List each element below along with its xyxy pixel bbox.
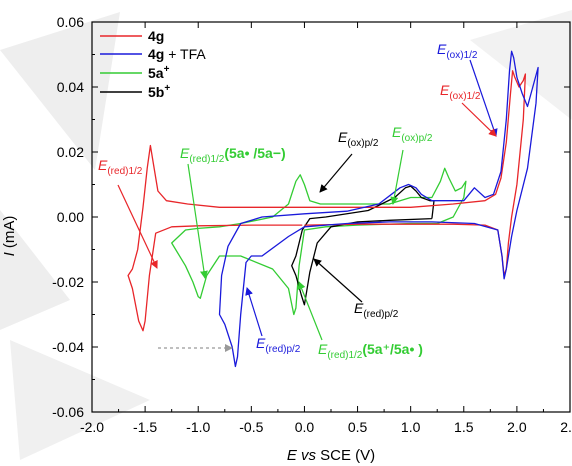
x-tick-label: -0.5	[239, 419, 263, 435]
legend-label: 5a+	[148, 64, 170, 81]
axes-frame: -2.0 -1.5 -1.0 -0.5 0.0 0.5 1.0 1.5 2.0 2.5 -0.06 -…	[52, 14, 572, 435]
legend-label-sup: +	[164, 64, 170, 75]
x-tick-label: -1.5	[133, 419, 157, 435]
watermark-triangle	[0, 210, 70, 330]
legend-label-bold: 4g	[148, 28, 164, 44]
ann-redp2-blue: E(red)p/2	[256, 335, 301, 355]
annotation-symbol: E	[354, 300, 364, 316]
series-line-4	[291, 185, 435, 306]
annotation-arrow	[469, 59, 498, 137]
y-tick-label: 0.04	[57, 79, 84, 95]
ann-red12-5a-plus: E(red)1/2(5a⁺/5a• )	[318, 341, 423, 361]
x-tick-label: 2.0	[507, 419, 527, 435]
watermark-triangle	[10, 340, 150, 460]
legend-label: 4g + TFA	[148, 46, 206, 62]
series-layer	[127, 50, 539, 368]
ann-ox12-blue: E(ox)1/2	[437, 41, 478, 61]
annotation-subscript: (red)1/2	[107, 166, 142, 177]
y-tick-label: 0.02	[57, 144, 84, 160]
watermark-triangle	[470, 10, 572, 120]
annotation-arrow	[313, 258, 363, 303]
annotation-symbol: E	[338, 129, 348, 145]
y-tick-label: -0.02	[52, 274, 84, 290]
annotation-arrow	[461, 102, 497, 137]
ann-oxp2-black: E(ox)p/2	[338, 129, 379, 149]
x-tick-label: -2.0	[80, 419, 104, 435]
y-tick-label: 0.00	[57, 209, 84, 225]
legend-label-sup: +	[164, 83, 170, 94]
annotation-arrow	[117, 184, 158, 269]
ann-oxp2-green: E(ox)p/2	[392, 124, 433, 144]
annotation-arrow	[297, 281, 323, 341]
x-label-unit: SCE (V)	[320, 447, 375, 464]
ann-redp2-black: E(red)p/2	[354, 300, 399, 320]
annotation-symbol: E	[180, 145, 190, 161]
x-tick-label: -1.0	[186, 419, 210, 435]
annotation-subscript: (ox)1/2	[449, 91, 481, 102]
legend-label: 5b+	[148, 83, 170, 100]
legend-label-bold: 5b	[148, 84, 164, 100]
annotation-subscript: (red)1/2	[327, 350, 362, 361]
annotation-symbol: E	[256, 335, 266, 351]
legend-label: 4g	[148, 28, 164, 44]
annotation-symbol: E	[318, 341, 328, 357]
y-tick-label: -0.04	[52, 339, 84, 355]
ann-red12: E(red)1/2	[98, 157, 143, 177]
y-tick-label: -0.06	[52, 404, 84, 420]
x-tick-label: 1.5	[454, 419, 474, 435]
series-line-1	[127, 70, 527, 332]
annotation-symbol: E	[98, 157, 108, 173]
series-line-2	[218, 50, 539, 368]
annotation-suffix: (5a• /5a−)	[224, 145, 285, 161]
y-axis-label: I (mA)	[1, 216, 18, 257]
annotation-subscript: (red)p/2	[363, 309, 398, 320]
annotation-subscript: (ox)1/2	[446, 50, 478, 61]
x-label-vs: vs	[297, 447, 320, 464]
annotation-subscript: (ox)p/2	[347, 138, 379, 149]
annotation-subscript: (ox)p/2	[401, 133, 433, 144]
x-tick-label: 2.5	[560, 419, 572, 435]
annotation-subscript: (red)1/2	[189, 154, 224, 165]
x-tick-label: 0.5	[348, 419, 368, 435]
annotation-symbol: E	[437, 41, 447, 57]
annotation-symbol: E	[392, 124, 402, 140]
annotation-layer: E(red)1/2E(red)1/2(5a• /5a−)E(ox)p/2E(ox…	[98, 41, 498, 361]
legend-label-bold: 5a	[148, 65, 164, 81]
annotation-symbol: E	[440, 82, 450, 98]
annotation-suffix: (5a⁺/5a• )	[362, 341, 423, 357]
x-tick-label: 1.0	[401, 419, 421, 435]
ann-red12-5a: E(red)1/2(5a• /5a−)	[180, 145, 286, 165]
annotation-arrow	[319, 153, 353, 193]
y-tick-label: 0.06	[57, 14, 84, 30]
ann-ox12-red: E(ox)1/2	[440, 82, 481, 102]
watermark-triangle	[0, 12, 120, 170]
annotation-arrow	[187, 163, 208, 279]
x-tick-label: 0.0	[295, 419, 315, 435]
y-label-symbol: I	[1, 252, 18, 256]
annotation-arrow	[245, 287, 263, 337]
x-axis-label: E vs SCE (V)	[287, 447, 375, 464]
legend-label-bold: 4g	[148, 46, 164, 62]
annotation-arrow	[390, 149, 404, 205]
annotation-subscript: (red)p/2	[265, 344, 300, 355]
legend-label-rest: + TFA	[164, 46, 206, 62]
x-label-symbol: E	[287, 447, 298, 464]
y-label-unit: (mA)	[1, 216, 18, 253]
